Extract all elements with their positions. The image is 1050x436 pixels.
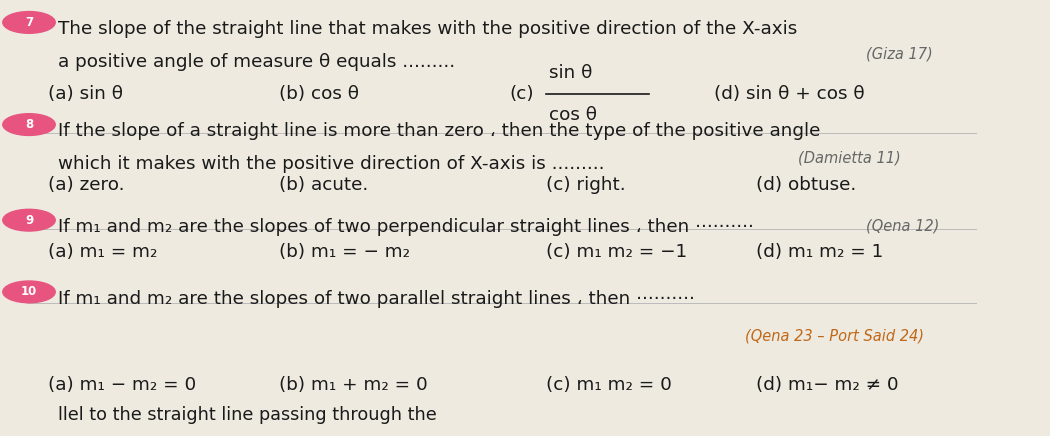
Text: (a) zero.: (a) zero. bbox=[48, 177, 124, 194]
Text: If the slope of a straight line is more than zero ، then the type of the positiv: If the slope of a straight line is more … bbox=[59, 123, 821, 140]
Text: (c) right.: (c) right. bbox=[546, 177, 626, 194]
Text: (a) m₁ = m₂: (a) m₁ = m₂ bbox=[48, 243, 158, 261]
Text: (b) m₁ = − m₂: (b) m₁ = − m₂ bbox=[278, 243, 410, 261]
Text: (b) cos θ: (b) cos θ bbox=[278, 85, 359, 103]
Text: If m₁ and m₂ are the slopes of two perpendicular straight lines ، then ·········: If m₁ and m₂ are the slopes of two perpe… bbox=[59, 218, 754, 236]
Text: cos θ: cos θ bbox=[549, 106, 597, 124]
Text: (Qena 23 – Port Said 24): (Qena 23 – Port Said 24) bbox=[746, 329, 924, 344]
Circle shape bbox=[3, 114, 56, 136]
Text: (c) m₁ m₂ = −1: (c) m₁ m₂ = −1 bbox=[546, 243, 687, 261]
Text: llel to the straight line passing through the: llel to the straight line passing throug… bbox=[59, 406, 437, 424]
Text: (b) acute.: (b) acute. bbox=[278, 177, 367, 194]
Text: 7: 7 bbox=[25, 16, 33, 29]
Text: a positive angle of measure θ equals .........: a positive angle of measure θ equals ...… bbox=[59, 53, 456, 71]
Text: (d) obtuse.: (d) obtuse. bbox=[756, 177, 856, 194]
Text: (d) sin θ + cos θ: (d) sin θ + cos θ bbox=[714, 85, 864, 103]
Text: (a) m₁ − m₂ = 0: (a) m₁ − m₂ = 0 bbox=[48, 376, 196, 394]
Text: (c) m₁ m₂ = 0: (c) m₁ m₂ = 0 bbox=[546, 376, 672, 394]
Text: (Damietta 11): (Damietta 11) bbox=[798, 150, 901, 166]
Text: (b) m₁ + m₂ = 0: (b) m₁ + m₂ = 0 bbox=[278, 376, 427, 394]
Text: sin θ: sin θ bbox=[549, 64, 592, 82]
Text: (d) m₁− m₂ ≠ 0: (d) m₁− m₂ ≠ 0 bbox=[756, 376, 899, 394]
Text: 8: 8 bbox=[25, 118, 34, 131]
Text: (a) sin θ: (a) sin θ bbox=[48, 85, 123, 103]
Text: 10: 10 bbox=[21, 286, 37, 298]
Circle shape bbox=[3, 209, 56, 231]
Text: 9: 9 bbox=[25, 214, 34, 227]
Text: which it makes with the positive direction of X-axis is .........: which it makes with the positive directi… bbox=[59, 155, 605, 173]
Text: (c): (c) bbox=[509, 85, 533, 103]
Circle shape bbox=[3, 281, 56, 303]
Text: The slope of the straight line that makes with the positive direction of the X-a: The slope of the straight line that make… bbox=[59, 20, 798, 38]
Text: If m₁ and m₂ are the slopes of two parallel straight lines ، then ··········: If m₁ and m₂ are the slopes of two paral… bbox=[59, 290, 695, 308]
Text: (d) m₁ m₂ = 1: (d) m₁ m₂ = 1 bbox=[756, 243, 883, 261]
Circle shape bbox=[3, 12, 56, 33]
Text: (Giza 17): (Giza 17) bbox=[866, 46, 932, 61]
Text: (Qena 12): (Qena 12) bbox=[866, 218, 939, 233]
